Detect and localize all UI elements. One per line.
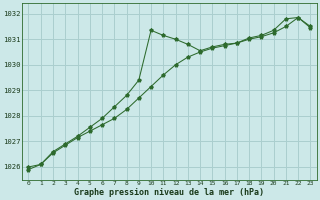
X-axis label: Graphe pression niveau de la mer (hPa): Graphe pression niveau de la mer (hPa) — [75, 188, 264, 197]
